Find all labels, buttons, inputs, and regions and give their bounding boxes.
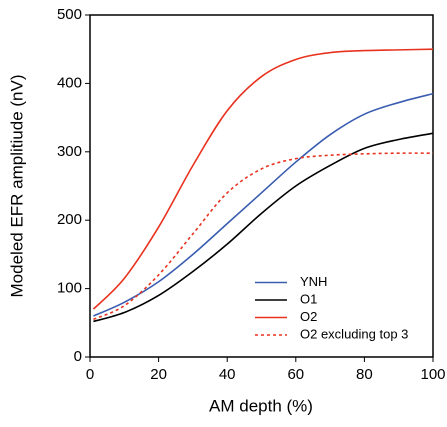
x-axis-title: AM depth (%) xyxy=(209,396,313,415)
x-tick-label: 80 xyxy=(356,366,373,383)
legend-label: O2 excluding top 3 xyxy=(300,326,408,341)
y-tick-label: 500 xyxy=(57,6,82,23)
series-line xyxy=(93,132,434,323)
series-line xyxy=(92,48,434,310)
x-tick-label: 20 xyxy=(150,366,167,383)
y-tick-label: 100 xyxy=(57,280,82,297)
series-line xyxy=(93,92,434,317)
y-tick-label: 300 xyxy=(57,143,82,160)
series-line xyxy=(93,152,434,321)
legend-label: O1 xyxy=(300,291,317,306)
legend-label: YNH xyxy=(300,274,327,289)
y-tick-label: 400 xyxy=(57,74,82,91)
y-tick-label: 0 xyxy=(74,348,82,365)
legend-label: O2 xyxy=(300,309,317,324)
x-tick-label: 40 xyxy=(219,366,236,383)
x-tick-label: 0 xyxy=(86,366,94,383)
plot-frame xyxy=(89,14,434,358)
x-tick-label: 60 xyxy=(287,366,304,383)
y-tick-label: 200 xyxy=(57,211,82,228)
y-axis-title: Modeled EFR amplitiude (nV) xyxy=(7,75,26,298)
x-tick-label: 100 xyxy=(420,366,445,383)
